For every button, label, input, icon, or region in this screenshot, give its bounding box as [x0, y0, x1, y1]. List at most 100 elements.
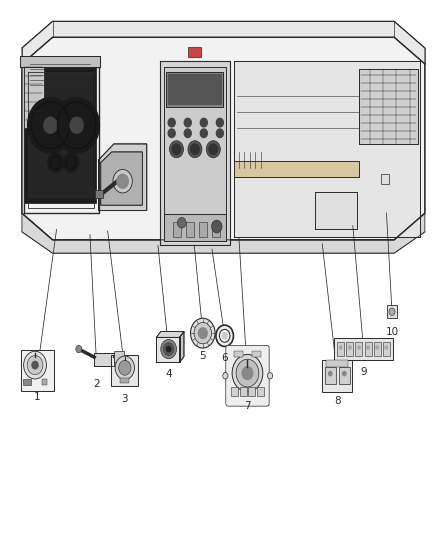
Text: 6: 6	[221, 353, 228, 363]
Circle shape	[166, 346, 171, 352]
Circle shape	[32, 361, 38, 369]
Bar	[199, 222, 207, 237]
Bar	[252, 351, 261, 357]
Polygon shape	[22, 37, 425, 240]
Circle shape	[212, 220, 222, 233]
Polygon shape	[156, 337, 180, 362]
Circle shape	[117, 174, 128, 188]
Circle shape	[24, 351, 46, 379]
Circle shape	[198, 328, 207, 338]
Circle shape	[168, 129, 175, 138]
Bar	[383, 342, 390, 356]
Circle shape	[191, 144, 199, 155]
Circle shape	[216, 129, 223, 138]
Circle shape	[194, 322, 212, 344]
Text: 9: 9	[360, 367, 367, 377]
Circle shape	[222, 333, 227, 339]
Polygon shape	[160, 61, 230, 245]
Circle shape	[63, 153, 79, 172]
Bar	[374, 342, 381, 356]
Polygon shape	[315, 192, 357, 229]
Polygon shape	[24, 67, 96, 203]
Bar	[23, 379, 31, 385]
Circle shape	[219, 329, 230, 342]
Circle shape	[385, 346, 388, 349]
Bar	[234, 351, 243, 357]
Circle shape	[358, 346, 360, 349]
Polygon shape	[101, 152, 142, 205]
Circle shape	[216, 325, 233, 346]
Circle shape	[161, 340, 177, 359]
Bar	[120, 378, 129, 383]
Polygon shape	[156, 332, 184, 337]
Circle shape	[170, 141, 184, 158]
Text: 2: 2	[93, 379, 100, 389]
Bar	[337, 342, 344, 356]
Polygon shape	[234, 61, 420, 237]
Circle shape	[27, 356, 43, 375]
Circle shape	[54, 98, 99, 153]
Circle shape	[184, 118, 191, 127]
Circle shape	[48, 153, 64, 172]
Circle shape	[376, 346, 378, 349]
Bar	[240, 387, 247, 396]
Bar	[356, 342, 363, 356]
Bar	[21, 350, 53, 391]
Circle shape	[184, 129, 191, 138]
Circle shape	[119, 360, 131, 375]
Circle shape	[328, 372, 332, 376]
Bar	[212, 222, 220, 237]
Circle shape	[343, 372, 346, 376]
Polygon shape	[99, 144, 147, 211]
Circle shape	[191, 318, 215, 348]
Polygon shape	[24, 61, 44, 128]
Circle shape	[168, 118, 175, 127]
Circle shape	[349, 346, 351, 349]
Bar	[325, 367, 336, 384]
Text: 7: 7	[244, 401, 251, 411]
Circle shape	[44, 117, 57, 133]
Polygon shape	[234, 161, 359, 177]
Circle shape	[70, 117, 83, 133]
Polygon shape	[164, 67, 226, 241]
Text: 8: 8	[334, 397, 341, 406]
Bar	[231, 387, 238, 396]
Bar	[381, 174, 389, 184]
Circle shape	[172, 144, 181, 155]
Circle shape	[232, 354, 263, 392]
Bar	[326, 360, 348, 367]
Bar	[111, 355, 138, 386]
Circle shape	[223, 373, 228, 379]
Bar	[322, 360, 352, 392]
Circle shape	[242, 367, 253, 379]
Circle shape	[28, 98, 73, 153]
Bar	[227, 346, 268, 405]
Circle shape	[209, 144, 218, 155]
Bar	[248, 387, 255, 396]
Bar	[168, 74, 221, 104]
Text: 1: 1	[34, 392, 41, 402]
Polygon shape	[359, 69, 418, 144]
Polygon shape	[22, 21, 425, 64]
Bar	[173, 222, 181, 237]
Circle shape	[236, 359, 259, 387]
Circle shape	[216, 118, 223, 127]
Bar	[346, 342, 353, 356]
Bar	[114, 351, 124, 362]
Circle shape	[163, 343, 174, 356]
Circle shape	[200, 118, 207, 127]
Polygon shape	[20, 56, 100, 67]
Polygon shape	[28, 72, 92, 197]
Bar	[334, 338, 393, 360]
Circle shape	[113, 169, 132, 193]
Text: 3: 3	[121, 394, 128, 403]
Circle shape	[206, 141, 220, 158]
Circle shape	[177, 217, 186, 228]
Circle shape	[389, 308, 395, 316]
Bar	[339, 367, 350, 384]
Bar	[186, 222, 194, 237]
Circle shape	[267, 373, 272, 379]
Bar	[42, 379, 47, 385]
Circle shape	[339, 346, 342, 349]
Polygon shape	[180, 332, 184, 362]
